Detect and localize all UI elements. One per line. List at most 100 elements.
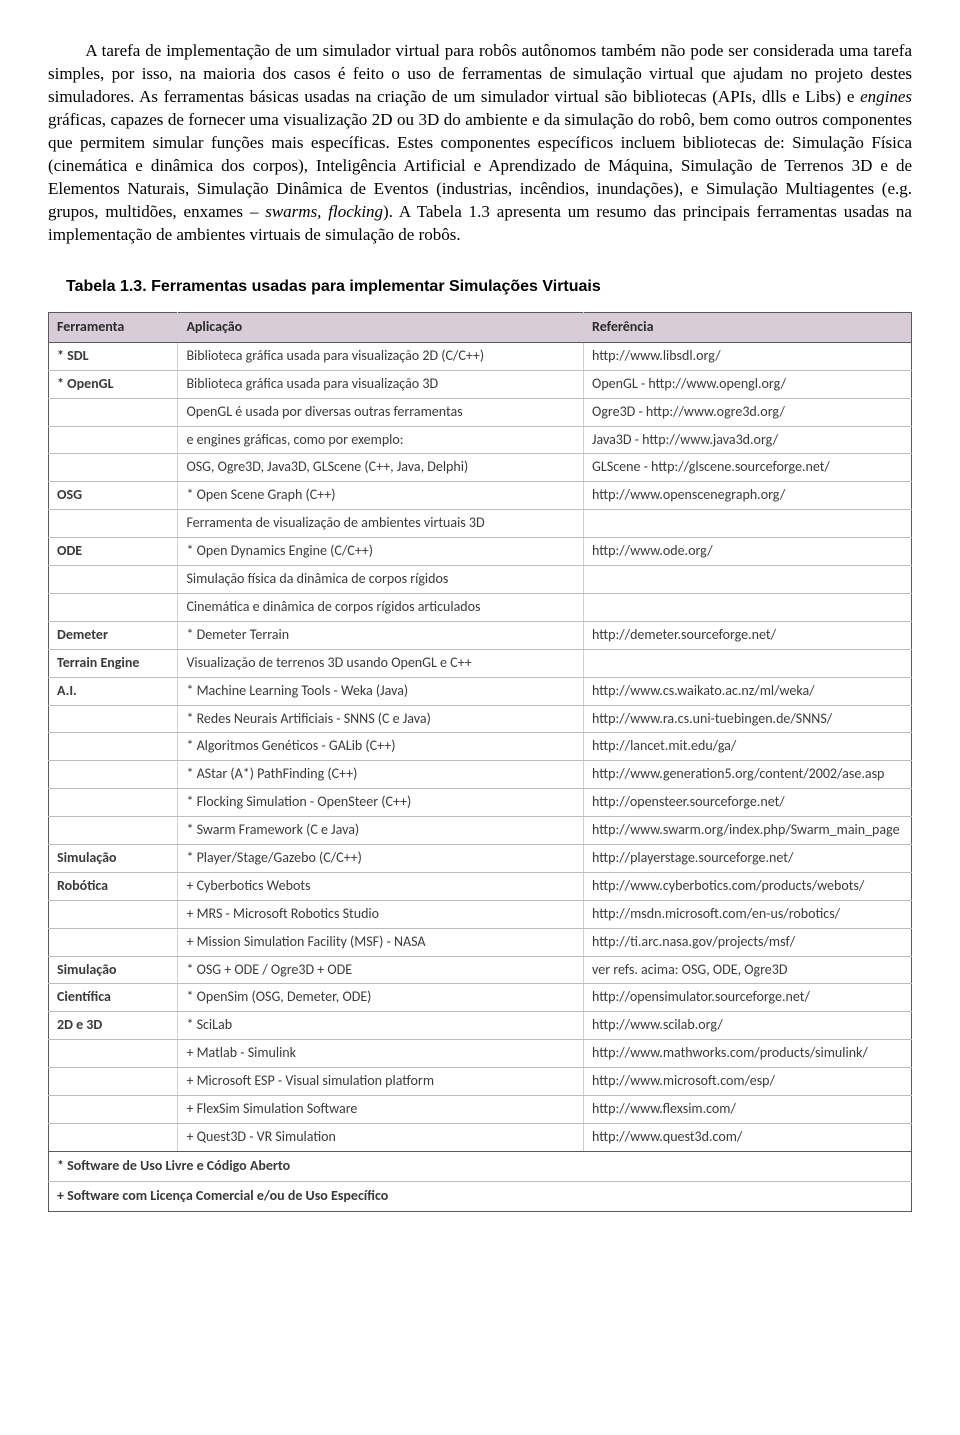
cell-referencia [584,649,912,677]
cell-referencia: http://www.scilab.org/ [584,1012,912,1040]
table-row: Simulação* Player/Stage/Gazebo (C/C++)ht… [49,844,912,872]
cell-aplicacao: * Machine Learning Tools - Weka (Java) [178,677,584,705]
cell-referencia: http://www.quest3d.com/ [584,1123,912,1151]
cell-aplicacao: * OpenSim (OSG, Demeter, ODE) [178,984,584,1012]
cell-referencia: Ogre3D - http://www.ogre3d.org/ [584,398,912,426]
cell-referencia: http://opensimulator.sourceforge.net/ [584,984,912,1012]
cell-referencia: http://www.libsdl.org/ [584,342,912,370]
col-header-referencia: Referência [584,313,912,343]
table-row: OpenGL é usada por diversas outras ferra… [49,398,912,426]
cell-ferramenta [49,1095,178,1123]
cell-ferramenta: * SDL [49,342,178,370]
table-row: Ferramenta de visualização de ambientes … [49,510,912,538]
cell-aplicacao: * SciLab [178,1012,584,1040]
cell-ferramenta: Terrain Engine [49,649,178,677]
table-row: Científica* OpenSim (OSG, Demeter, ODE)h… [49,984,912,1012]
cell-ferramenta: * OpenGL [49,370,178,398]
cell-referencia: http://www.swarm.org/index.php/Swarm_mai… [584,817,912,845]
table-row: A.I.* Machine Learning Tools - Weka (Jav… [49,677,912,705]
cell-ferramenta: ODE [49,538,178,566]
table-row: * Swarm Framework (C e Java)http://www.s… [49,817,912,845]
cell-ferramenta [49,817,178,845]
cell-ferramenta [49,593,178,621]
cell-aplicacao: Visualização de terrenos 3D usando OpenG… [178,649,584,677]
cell-aplicacao: + Microsoft ESP - Visual simulation plat… [178,1068,584,1096]
table-row: Simulação* OSG + ODE / Ogre3D + ODEver r… [49,956,912,984]
table-row: * AStar (A*) PathFinding (C++)http://www… [49,761,912,789]
cell-aplicacao: * Demeter Terrain [178,621,584,649]
cell-referencia: OpenGL - http://www.opengl.org/ [584,370,912,398]
cell-ferramenta [49,928,178,956]
cell-referencia: http://demeter.sourceforge.net/ [584,621,912,649]
cell-aplicacao: * AStar (A*) PathFinding (C++) [178,761,584,789]
table-row: Simulação física da dinâmica de corpos r… [49,566,912,594]
table-row: + Quest3D - VR Simulationhttp://www.ques… [49,1123,912,1151]
cell-referencia: http://www.microsoft.com/esp/ [584,1068,912,1096]
cell-aplicacao: + Mission Simulation Facility (MSF) - NA… [178,928,584,956]
table-row: OSG* Open Scene Graph (C++)http://www.op… [49,482,912,510]
cell-referencia: Java3D - http://www.java3d.org/ [584,426,912,454]
table-footer-cell: + Software com Licença Comercial e/ou de… [49,1181,912,1211]
table-row: * OpenGLBiblioteca gráfica usada para vi… [49,370,912,398]
cell-ferramenta [49,398,178,426]
cell-aplicacao: Biblioteca gráfica usada para visualizaç… [178,342,584,370]
cell-aplicacao: + MRS - Microsoft Robotics Studio [178,900,584,928]
cell-referencia: http://www.mathworks.com/products/simuli… [584,1040,912,1068]
cell-referencia: http://www.flexsim.com/ [584,1095,912,1123]
table-footer-cell: * Software de Uso Livre e Código Aberto [49,1151,912,1181]
cell-ferramenta [49,789,178,817]
body-paragraph: A tarefa de implementação de um simulado… [48,40,912,246]
cell-ferramenta [49,1040,178,1068]
table-row: Terrain EngineVisualização de terrenos 3… [49,649,912,677]
table-row: + Matlab - Simulinkhttp://www.mathworks.… [49,1040,912,1068]
cell-ferramenta [49,1068,178,1096]
cell-aplicacao: * Swarm Framework (C e Java) [178,817,584,845]
cell-referencia: http://opensteer.sourceforge.net/ [584,789,912,817]
cell-aplicacao: * Flocking Simulation - OpenSteer (C++) [178,789,584,817]
cell-aplicacao: + FlexSim Simulation Software [178,1095,584,1123]
cell-ferramenta [49,1123,178,1151]
cell-aplicacao: + Cyberbotics Webots [178,872,584,900]
table-row: 2D e 3D* SciLabhttp://www.scilab.org/ [49,1012,912,1040]
cell-aplicacao: OSG, Ogre3D, Java3D, GLScene (C++, Java,… [178,454,584,482]
cell-referencia [584,510,912,538]
tools-table: Ferramenta Aplicação Referência * SDLBib… [48,312,912,1212]
cell-ferramenta: OSG [49,482,178,510]
cell-ferramenta [49,510,178,538]
table-row: * SDLBiblioteca gráfica usada para visua… [49,342,912,370]
table-row: * Flocking Simulation - OpenSteer (C++)h… [49,789,912,817]
cell-aplicacao: * OSG + ODE / Ogre3D + ODE [178,956,584,984]
table-row: ODE* Open Dynamics Engine (C/C++)http://… [49,538,912,566]
table-caption: Tabela 1.3. Ferramentas usadas para impl… [66,276,912,298]
table-row: + Mission Simulation Facility (MSF) - NA… [49,928,912,956]
table-row: + FlexSim Simulation Softwarehttp://www.… [49,1095,912,1123]
cell-aplicacao: Biblioteca gráfica usada para visualizaç… [178,370,584,398]
cell-referencia: http://www.ra.cs.uni-tuebingen.de/SNNS/ [584,705,912,733]
cell-referencia: ver refs. acima: OSG, ODE, Ogre3D [584,956,912,984]
cell-ferramenta [49,761,178,789]
cell-referencia: http://ti.arc.nasa.gov/projects/msf/ [584,928,912,956]
cell-aplicacao: * Open Scene Graph (C++) [178,482,584,510]
cell-aplicacao: + Quest3D - VR Simulation [178,1123,584,1151]
cell-ferramenta [49,733,178,761]
cell-aplicacao: + Matlab - Simulink [178,1040,584,1068]
table-row: Robótica+ Cyberbotics Webotshttp://www.c… [49,872,912,900]
table-row: Cinemática e dinâmica de corpos rígidos … [49,593,912,621]
table-row: OSG, Ogre3D, Java3D, GLScene (C++, Java,… [49,454,912,482]
cell-referencia: GLScene - http://glscene.sourceforge.net… [584,454,912,482]
cell-referencia: http://msdn.microsoft.com/en-us/robotics… [584,900,912,928]
table-row: * Algoritmos Genéticos - GALib (C++)http… [49,733,912,761]
cell-aplicacao: * Player/Stage/Gazebo (C/C++) [178,844,584,872]
cell-referencia: http://www.generation5.org/content/2002/… [584,761,912,789]
cell-ferramenta: Simulação [49,844,178,872]
table-footer-row: * Software de Uso Livre e Código Aberto [49,1151,912,1181]
cell-aplicacao: OpenGL é usada por diversas outras ferra… [178,398,584,426]
cell-aplicacao: e engines gráficas, como por exemplo: [178,426,584,454]
cell-referencia: http://www.ode.org/ [584,538,912,566]
cell-aplicacao: Ferramenta de visualização de ambientes … [178,510,584,538]
cell-ferramenta [49,705,178,733]
col-header-aplicacao: Aplicação [178,313,584,343]
cell-aplicacao: * Redes Neurais Artificiais - SNNS (C e … [178,705,584,733]
cell-referencia: http://www.cyberbotics.com/products/webo… [584,872,912,900]
cell-ferramenta [49,454,178,482]
